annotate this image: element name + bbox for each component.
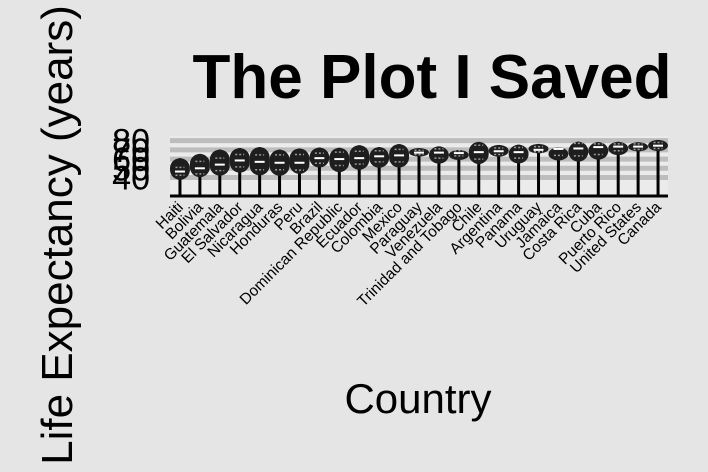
violin-body [508, 144, 529, 164]
y-tick-label: 80 [112, 123, 150, 161]
violin-body [369, 147, 390, 168]
chart-title: The Plot I Saved [193, 43, 672, 112]
y-tick-label: 50 [112, 150, 150, 188]
violin-marks [170, 139, 668, 198]
y-tick-label: 60 [112, 141, 150, 179]
violin-body [568, 141, 589, 162]
violin-body [209, 149, 230, 176]
violin-body [588, 142, 609, 160]
x-axis-label: Country [344, 375, 491, 422]
violin-body [170, 158, 190, 180]
violin-body [189, 153, 210, 178]
violin-body [428, 146, 449, 164]
y-tick-label: 40 [112, 160, 150, 198]
violin-body [289, 148, 310, 174]
y-tick-label: 70 [112, 132, 150, 170]
violin-body [608, 141, 629, 156]
violin-body [548, 147, 569, 161]
y-axis-label: Life Expectancy (years) [33, 5, 82, 465]
violin-body [528, 143, 549, 154]
